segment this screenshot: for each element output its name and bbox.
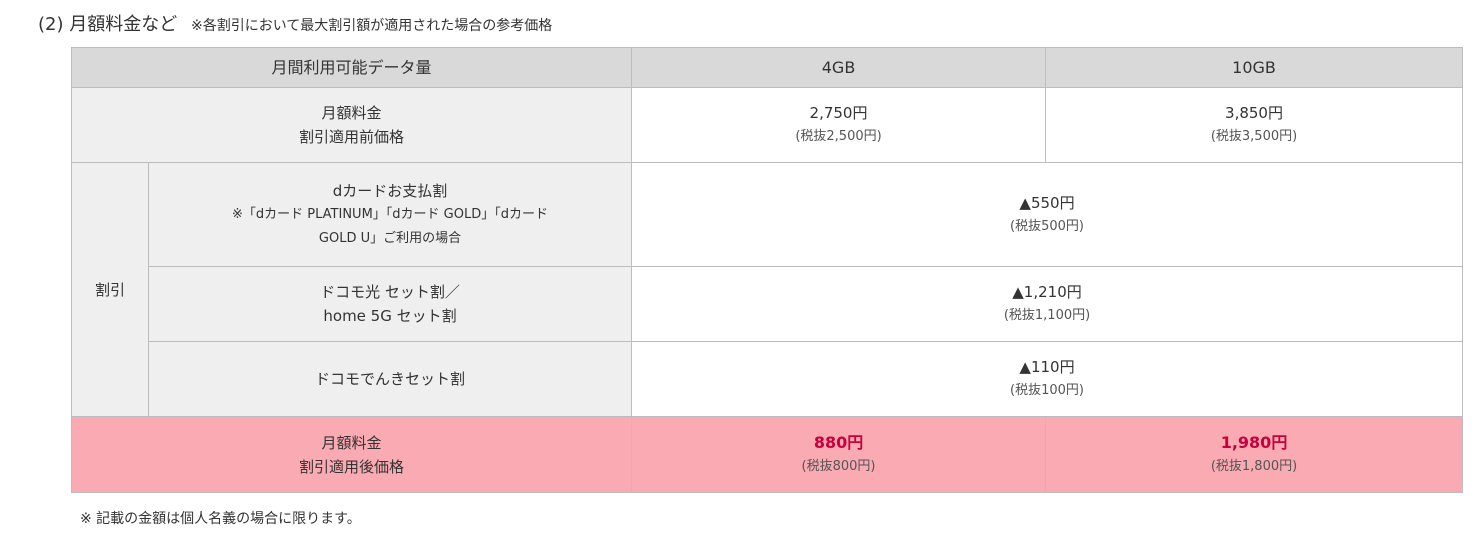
discount-title: dカードお支払割 <box>332 181 448 200</box>
amount: ▲550円 <box>1019 193 1075 212</box>
discount-amount: ▲110円 (税抜100円) <box>631 341 1464 417</box>
section-number: (2) <box>38 14 64 35</box>
discount-row-dcard: 割引 dカードお支払割 ※「dカード PLATINUM」「dカード GOLD」「d… <box>71 162 1464 417</box>
base-price-10gb: 3,850円 (税抜3,500円) <box>1045 87 1464 163</box>
tax-excluded: (税抜1,100円) <box>1003 308 1091 323</box>
header-plan-10gb: 10GB <box>1045 47 1464 88</box>
price: 3,850円 <box>1225 104 1283 122</box>
discount-row-denki: ドコモでんきセット割 ▲110円 (税抜100円) <box>72 341 1464 417</box>
price: 1,980円 <box>1220 432 1288 452</box>
label-line: 月額料金 <box>321 104 382 122</box>
tax-excluded: (税抜1,800円) <box>1210 458 1298 474</box>
price: 2,750円 <box>809 104 868 122</box>
header-plan-4gb: 4GB <box>631 47 1047 88</box>
price: 880円 <box>813 432 864 452</box>
final-price-label: 月額料金割引適用後価格 <box>70 416 633 493</box>
pricing-table: 月間利用可能データ量 4GB 10GB 月額料金 割引適用前価格 2,750円 (税… <box>70 47 1464 493</box>
final-price-row: 月額料金割引適用後価格 880円 (税抜800円) 1,980円 (税抜1,800円… <box>70 416 1464 493</box>
base-price-row: 月額料金割引適用前価格 2,750円 (税抜2,500円) 3,850円 (税抜3,… <box>70 87 1464 163</box>
section-heading: 月額料金など <box>69 14 178 35</box>
header-data-label: 月間利用可能データ量 <box>70 47 633 88</box>
tax-excluded: (税抜2,500円) <box>795 129 882 144</box>
base-price-4gb: 2,750円 (税抜2,500円) <box>631 87 1047 163</box>
amount: ▲1,210円 <box>1012 283 1082 301</box>
label-line: 月額料金 <box>321 433 382 452</box>
section-note: ※各割引において最大割引額が適用された場合の参考価格 <box>190 18 553 34</box>
discount-group-label: 割引 <box>71 162 149 417</box>
final-price-4gb: 880円 (税抜800円) <box>631 416 1047 493</box>
discount-row-hikari: ドコモ光 セット割／ home 5G セット割 ▲1,210円 (税抜1,100円) <box>72 266 1464 342</box>
tax-excluded: (税抜800円) <box>801 458 876 474</box>
tax-excluded: (税抜500円) <box>1010 218 1084 234</box>
amount: ▲110円 <box>1019 358 1075 376</box>
discount-title: home 5G セット割 <box>323 307 457 325</box>
discount-name: ドコモ光 セット割／ home 5G セット割 <box>147 266 633 342</box>
discount-name: ドコモでんきセット割 <box>147 341 633 417</box>
tax-excluded: (税抜100円) <box>1010 383 1084 398</box>
header-row: 月間利用可能データ量 4GB 10GB <box>70 47 1464 88</box>
discount-name: dカードお支払割 ※「dカード PLATINUM」「dカード GOLD」「dカード… <box>147 162 633 267</box>
final-price-10gb: 1,980円 (税抜1,800円) <box>1045 416 1464 493</box>
tax-excluded: (税抜3,500円) <box>1210 129 1298 144</box>
footnote: ※ 記載の金額は個人名義の場合に限ります。 <box>80 511 361 527</box>
discount-amount: ▲1,210円 (税抜1,100円) <box>631 266 1464 342</box>
label-line: 割引適用後価格 <box>299 457 405 476</box>
discount-amount: ▲550円 (税抜500円) <box>631 162 1464 267</box>
discount-title: ドコモ光 セット割／ <box>320 283 460 301</box>
discount-note: GOLD U」ご利用の場合 <box>318 230 462 246</box>
section-title: (2) 月額料金など ※各割引において最大割引額が適用された場合の参考価格 <box>38 10 552 36</box>
base-price-label: 月額料金割引適用前価格 <box>70 87 633 163</box>
discount-note: ※「dカード PLATINUM」「dカード GOLD」「dカード <box>232 206 548 222</box>
label-line: 割引適用前価格 <box>299 128 405 146</box>
